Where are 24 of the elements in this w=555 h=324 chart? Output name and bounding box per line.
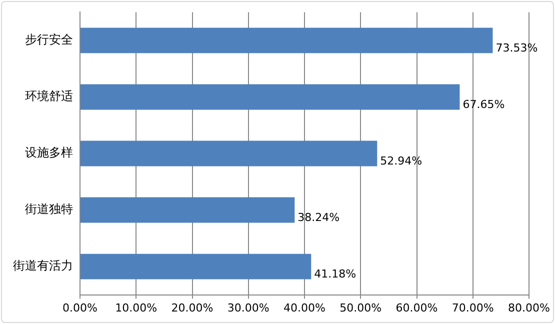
x-tick-label: 80.00% [508,301,550,314]
y-tick-label: 设施多样 [25,146,73,160]
y-tick-label: 步行安全 [25,32,73,47]
x-tick-label: 30.00% [227,301,270,314]
data-label: 73.53% [496,41,538,54]
x-tick-label: 60.00% [396,301,438,314]
y-tick-label: 街道有活力 [13,258,73,273]
y-tick-label: 街道独特 [25,202,73,216]
data-label: 41.18% [314,267,356,280]
bar [80,254,312,280]
x-tick-label: 0.00% [62,301,98,314]
bar [80,84,460,110]
x-tick-label: 70.00% [452,301,494,314]
bar [80,28,493,54]
data-label: 67.65% [462,98,505,111]
x-tick-label: 20.00% [171,301,214,314]
y-tick-label: 环境舒适 [25,89,73,104]
bar [80,197,295,223]
bar [80,140,378,166]
x-tick-label: 10.00% [115,301,158,314]
data-label: 52.94% [380,154,422,168]
data-label: 38.24% [298,210,340,224]
x-tick-label: 40.00% [284,301,326,314]
x-tick-label: 50.00% [340,301,382,314]
